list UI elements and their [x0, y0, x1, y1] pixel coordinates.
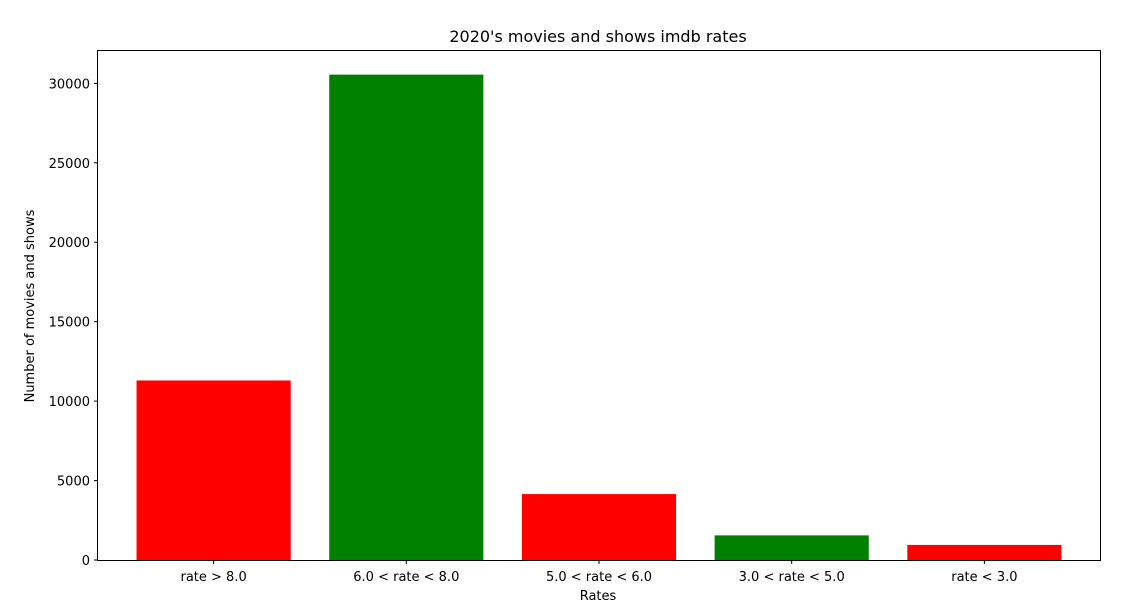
- bar-1: [329, 74, 484, 560]
- bar-2: [521, 494, 677, 560]
- y-axis: 0 5000 10000 15000 20000 25000 30000: [49, 77, 98, 569]
- x-tick-label-2: 5.0 < rate < 6.0: [546, 570, 652, 585]
- x-axis-label: Rates: [580, 589, 617, 604]
- bar-3: [714, 535, 869, 560]
- x-tick-label-3: 3.0 < rate < 5.0: [739, 570, 845, 585]
- x-tick-label-1: 6.0 < rate < 8.0: [353, 570, 459, 585]
- bar-0: [136, 380, 291, 560]
- y-tick-label-5: 25000: [49, 157, 90, 172]
- chart-title: 2020's movies and shows imdb rates: [449, 27, 746, 46]
- bar-4: [907, 544, 1062, 560]
- x-tick-label-0: rate > 8.0: [180, 570, 246, 585]
- y-tick-label-1: 5000: [57, 475, 90, 490]
- y-tick-label-0: 0: [82, 554, 90, 569]
- y-tick-label-2: 10000: [49, 395, 90, 410]
- y-tick-label-4: 20000: [49, 236, 90, 251]
- y-tick-label-6: 30000: [49, 77, 90, 92]
- x-axis: rate > 8.0 6.0 < rate < 8.0 5.0 < rate < 6…: [180, 560, 1018, 585]
- y-axis-label: Number of movies and shows: [23, 209, 38, 402]
- x-tick-label-4: rate < 3.0: [951, 570, 1017, 585]
- y-tick-label-3: 15000: [49, 316, 90, 331]
- bars-group: [136, 74, 1062, 560]
